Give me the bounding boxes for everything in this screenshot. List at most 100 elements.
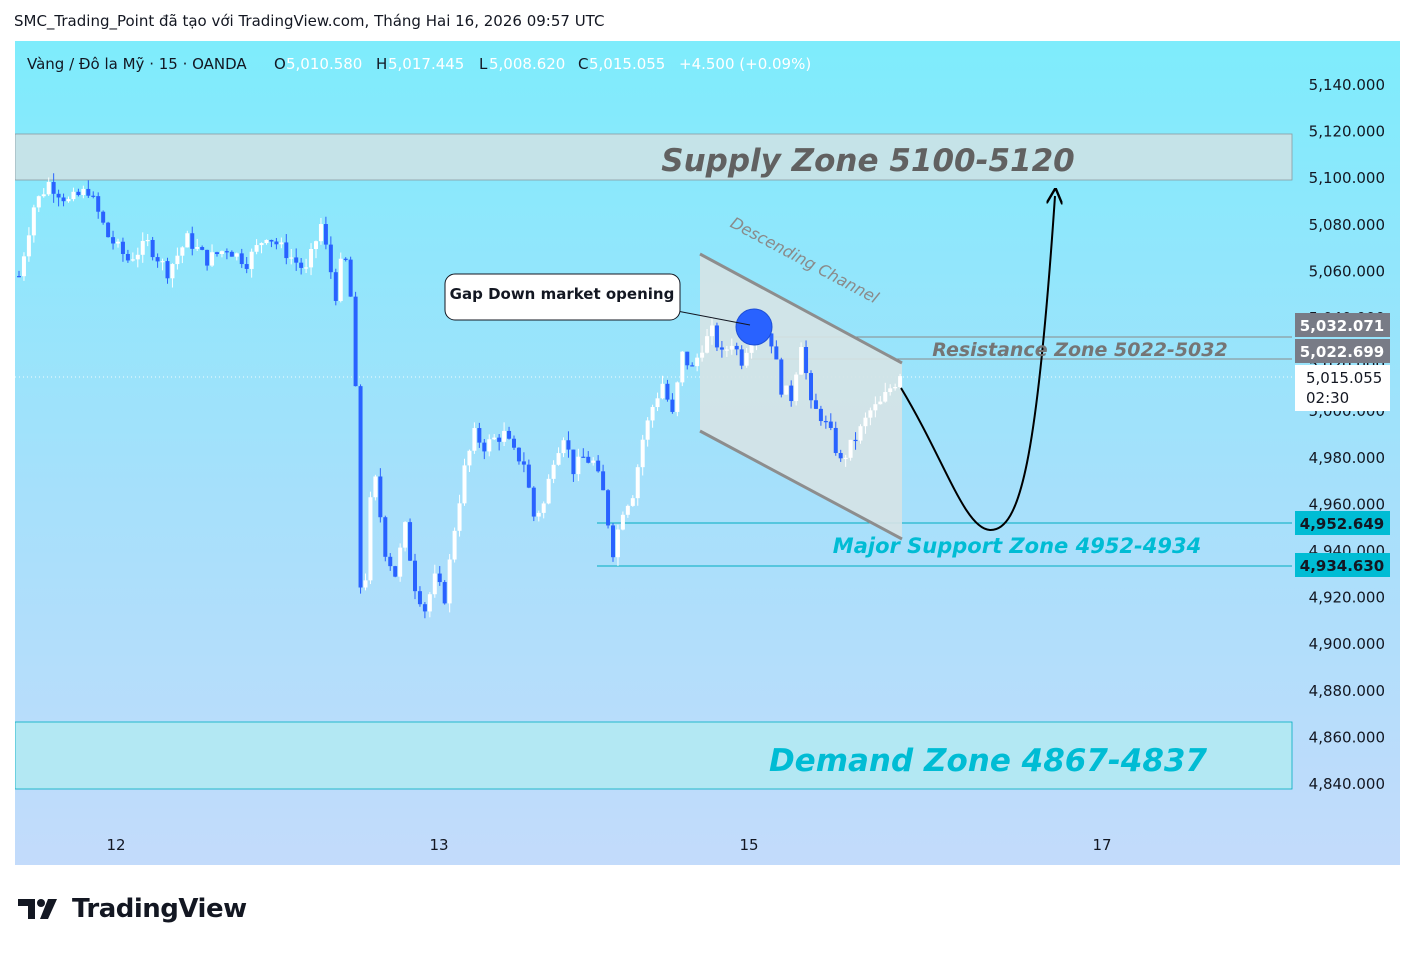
candle-down [111,237,116,244]
candle-down [442,582,447,604]
candle-down [348,259,353,297]
candle-down [239,253,244,265]
candle-down [823,421,828,423]
candle-up [893,386,898,389]
candle-up [660,383,665,399]
gap-marker-dot [735,308,773,346]
candle-down [601,471,606,491]
candle-up [363,580,368,588]
candle-down [670,399,675,412]
candle-down [586,456,591,463]
candle-up [655,398,660,408]
ohlc-legend: Vàng / Đô la Mỹ · 15 · OANDA O 5,010.580… [27,55,811,73]
legend-close-label: C [578,55,588,73]
legend-high-value: 5,017.445 [388,55,464,73]
time-axis[interactable]: 12 13 15 17 [106,836,1111,854]
candle-down [413,560,417,592]
candle-up [452,530,457,560]
candle-up [620,514,625,530]
candle-down [809,373,813,401]
channel-top-line [699,252,903,365]
legend-low-label: L [479,55,488,73]
price-axis-tick: 5,080.000 [1309,216,1385,234]
candle-down [606,490,611,526]
candle-up [878,401,883,405]
candle-up [457,503,462,531]
tradingview-logo-text: TradingView [72,894,247,924]
candle-down [61,197,66,202]
candle-up [219,251,224,255]
last-price-tag-text: 5,015.055 [1306,369,1382,387]
candle-up [195,247,200,249]
candle-down [818,408,823,422]
candle-down [353,296,358,387]
candle-down [333,272,338,301]
gap-callout-text: Gap Down market opening [450,285,675,303]
candle-down [497,437,502,442]
chart-area[interactable]: Gap Down market opening Supply Zone 5100… [15,41,1400,865]
candle-up [160,261,165,263]
tradingview-logo[interactable]: TradingView [18,894,247,924]
supply-zone-label: Supply Zone 5100-5120 [661,143,1075,179]
candle-down [224,251,229,253]
candle-up [700,352,705,358]
candle-down [17,276,21,278]
candle-down [244,264,249,269]
candle-down [571,449,576,475]
demand-zone-box [15,721,1293,790]
candle-down [86,188,91,196]
candle-up [843,457,848,460]
candle-down [813,400,818,409]
candle-up [185,233,190,248]
supply-zone-box [15,133,1293,181]
price-axis-tick: 4,900.000 [1309,635,1385,653]
candle-down [205,249,210,266]
candle-up [784,385,789,395]
candle-up [447,559,452,604]
chart-credit: SMC_Trading_Point đã tạo với TradingView… [14,12,605,30]
support-high-tag [1295,511,1390,535]
candle-down [507,430,512,439]
price-axis-tick: 5,060.000 [1309,262,1385,280]
candle-up [116,241,120,244]
candle-down [393,566,398,577]
candle-up [675,382,680,412]
candle-up [130,259,135,261]
candle-up [373,476,378,498]
candle-up [398,547,403,577]
candle-down [853,439,858,442]
candle-up [289,257,294,259]
candle-down [51,182,56,194]
gap-callout-box [444,273,681,321]
candle-down [215,252,219,255]
candle-up [234,253,239,257]
price-axis-tick: 4,960.000 [1309,495,1385,513]
candle-down [769,333,774,347]
candle-down [294,257,299,263]
candle-up [472,428,477,451]
candle-up [680,351,685,383]
callout-pointer [676,310,751,326]
legend-open-value: 5,010.580 [286,55,362,73]
price-chart[interactable]: Gap Down market opening Supply Zone 5100… [15,41,1400,865]
candle-up [314,241,318,250]
candle-up [645,420,650,440]
legend-change: +4.500 (+0.09%) [679,55,811,73]
candle-down [477,428,482,443]
candle-up [873,404,878,411]
candle-down [482,442,487,452]
tradingview-logo-icon [18,899,57,919]
candle-down [120,241,125,254]
candle-up [858,426,863,441]
candle-up [556,453,561,465]
resistance-zone-label: Resistance Zone 5022-5032 [932,339,1227,361]
candle-up [66,199,71,202]
candle-up [635,467,640,499]
candle-up [21,256,26,277]
candle-up [695,357,700,367]
candle-down [150,239,155,258]
candle-down [838,453,843,459]
support-low-tag [1295,553,1390,577]
candlestick-series [17,173,903,619]
candle-down [779,359,784,395]
